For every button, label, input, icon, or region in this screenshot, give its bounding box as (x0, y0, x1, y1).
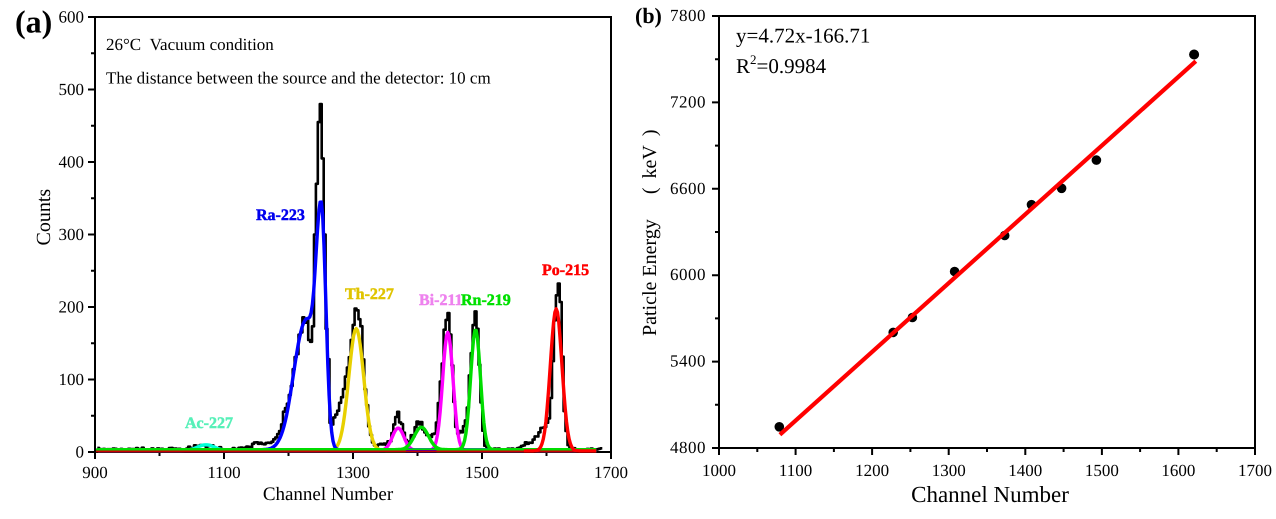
svg-text:26°C Vacuum condition: 26°C Vacuum condition (106, 35, 274, 54)
svg-text:1300: 1300 (336, 463, 370, 482)
svg-text:Rn-219: Rn-219 (461, 292, 511, 309)
svg-text:y=4.72x-166.71: y=4.72x-166.71 (736, 24, 870, 48)
svg-text:7200: 7200 (670, 92, 706, 111)
svg-text:1300: 1300 (932, 461, 966, 480)
svg-text:6000: 6000 (670, 265, 706, 284)
svg-text:300: 300 (59, 225, 85, 244)
svg-text:500: 500 (59, 80, 85, 99)
svg-text:Ra-223: Ra-223 (256, 207, 305, 224)
svg-text:Po-215: Po-215 (542, 262, 589, 279)
svg-text:1100: 1100 (779, 461, 812, 480)
svg-text:1500: 1500 (1085, 461, 1119, 480)
svg-text:1500: 1500 (465, 463, 499, 482)
svg-text:0: 0 (76, 443, 85, 462)
svg-text:7800: 7800 (670, 6, 706, 25)
svg-text:Channel Number: Channel Number (263, 484, 394, 505)
svg-text:Channel Number: Channel Number (911, 482, 1069, 507)
svg-text:1600: 1600 (1161, 461, 1195, 480)
svg-text:600: 600 (59, 8, 85, 27)
svg-text:(a): (a) (15, 4, 52, 40)
svg-text:900: 900 (82, 463, 108, 482)
svg-text:Bi-211: Bi-211 (419, 292, 463, 309)
svg-text:200: 200 (59, 298, 85, 317)
svg-text:5400: 5400 (670, 352, 706, 371)
svg-text:1700: 1700 (594, 463, 628, 482)
svg-text:1000: 1000 (702, 461, 736, 480)
svg-text:Counts: Counts (33, 189, 55, 246)
svg-text:The distance between the sourc: The distance between the source and the … (106, 69, 491, 88)
svg-text:6600: 6600 (670, 179, 706, 198)
svg-text:1700: 1700 (1238, 461, 1272, 480)
svg-text:Ac-227: Ac-227 (185, 415, 233, 432)
svg-text:Th-227: Th-227 (345, 286, 394, 303)
svg-text:100: 100 (59, 370, 85, 389)
svg-text:400: 400 (59, 153, 85, 172)
svg-text:4800: 4800 (670, 438, 706, 457)
svg-text:1100: 1100 (207, 463, 240, 482)
svg-text:(b): (b) (635, 3, 662, 28)
svg-text:Paticle Energy(keV): Paticle Energy(keV) (639, 130, 661, 337)
svg-text:1400: 1400 (1008, 461, 1042, 480)
svg-text:1200: 1200 (855, 461, 889, 480)
svg-text:R2=0.9984: R2=0.9984 (736, 52, 827, 78)
